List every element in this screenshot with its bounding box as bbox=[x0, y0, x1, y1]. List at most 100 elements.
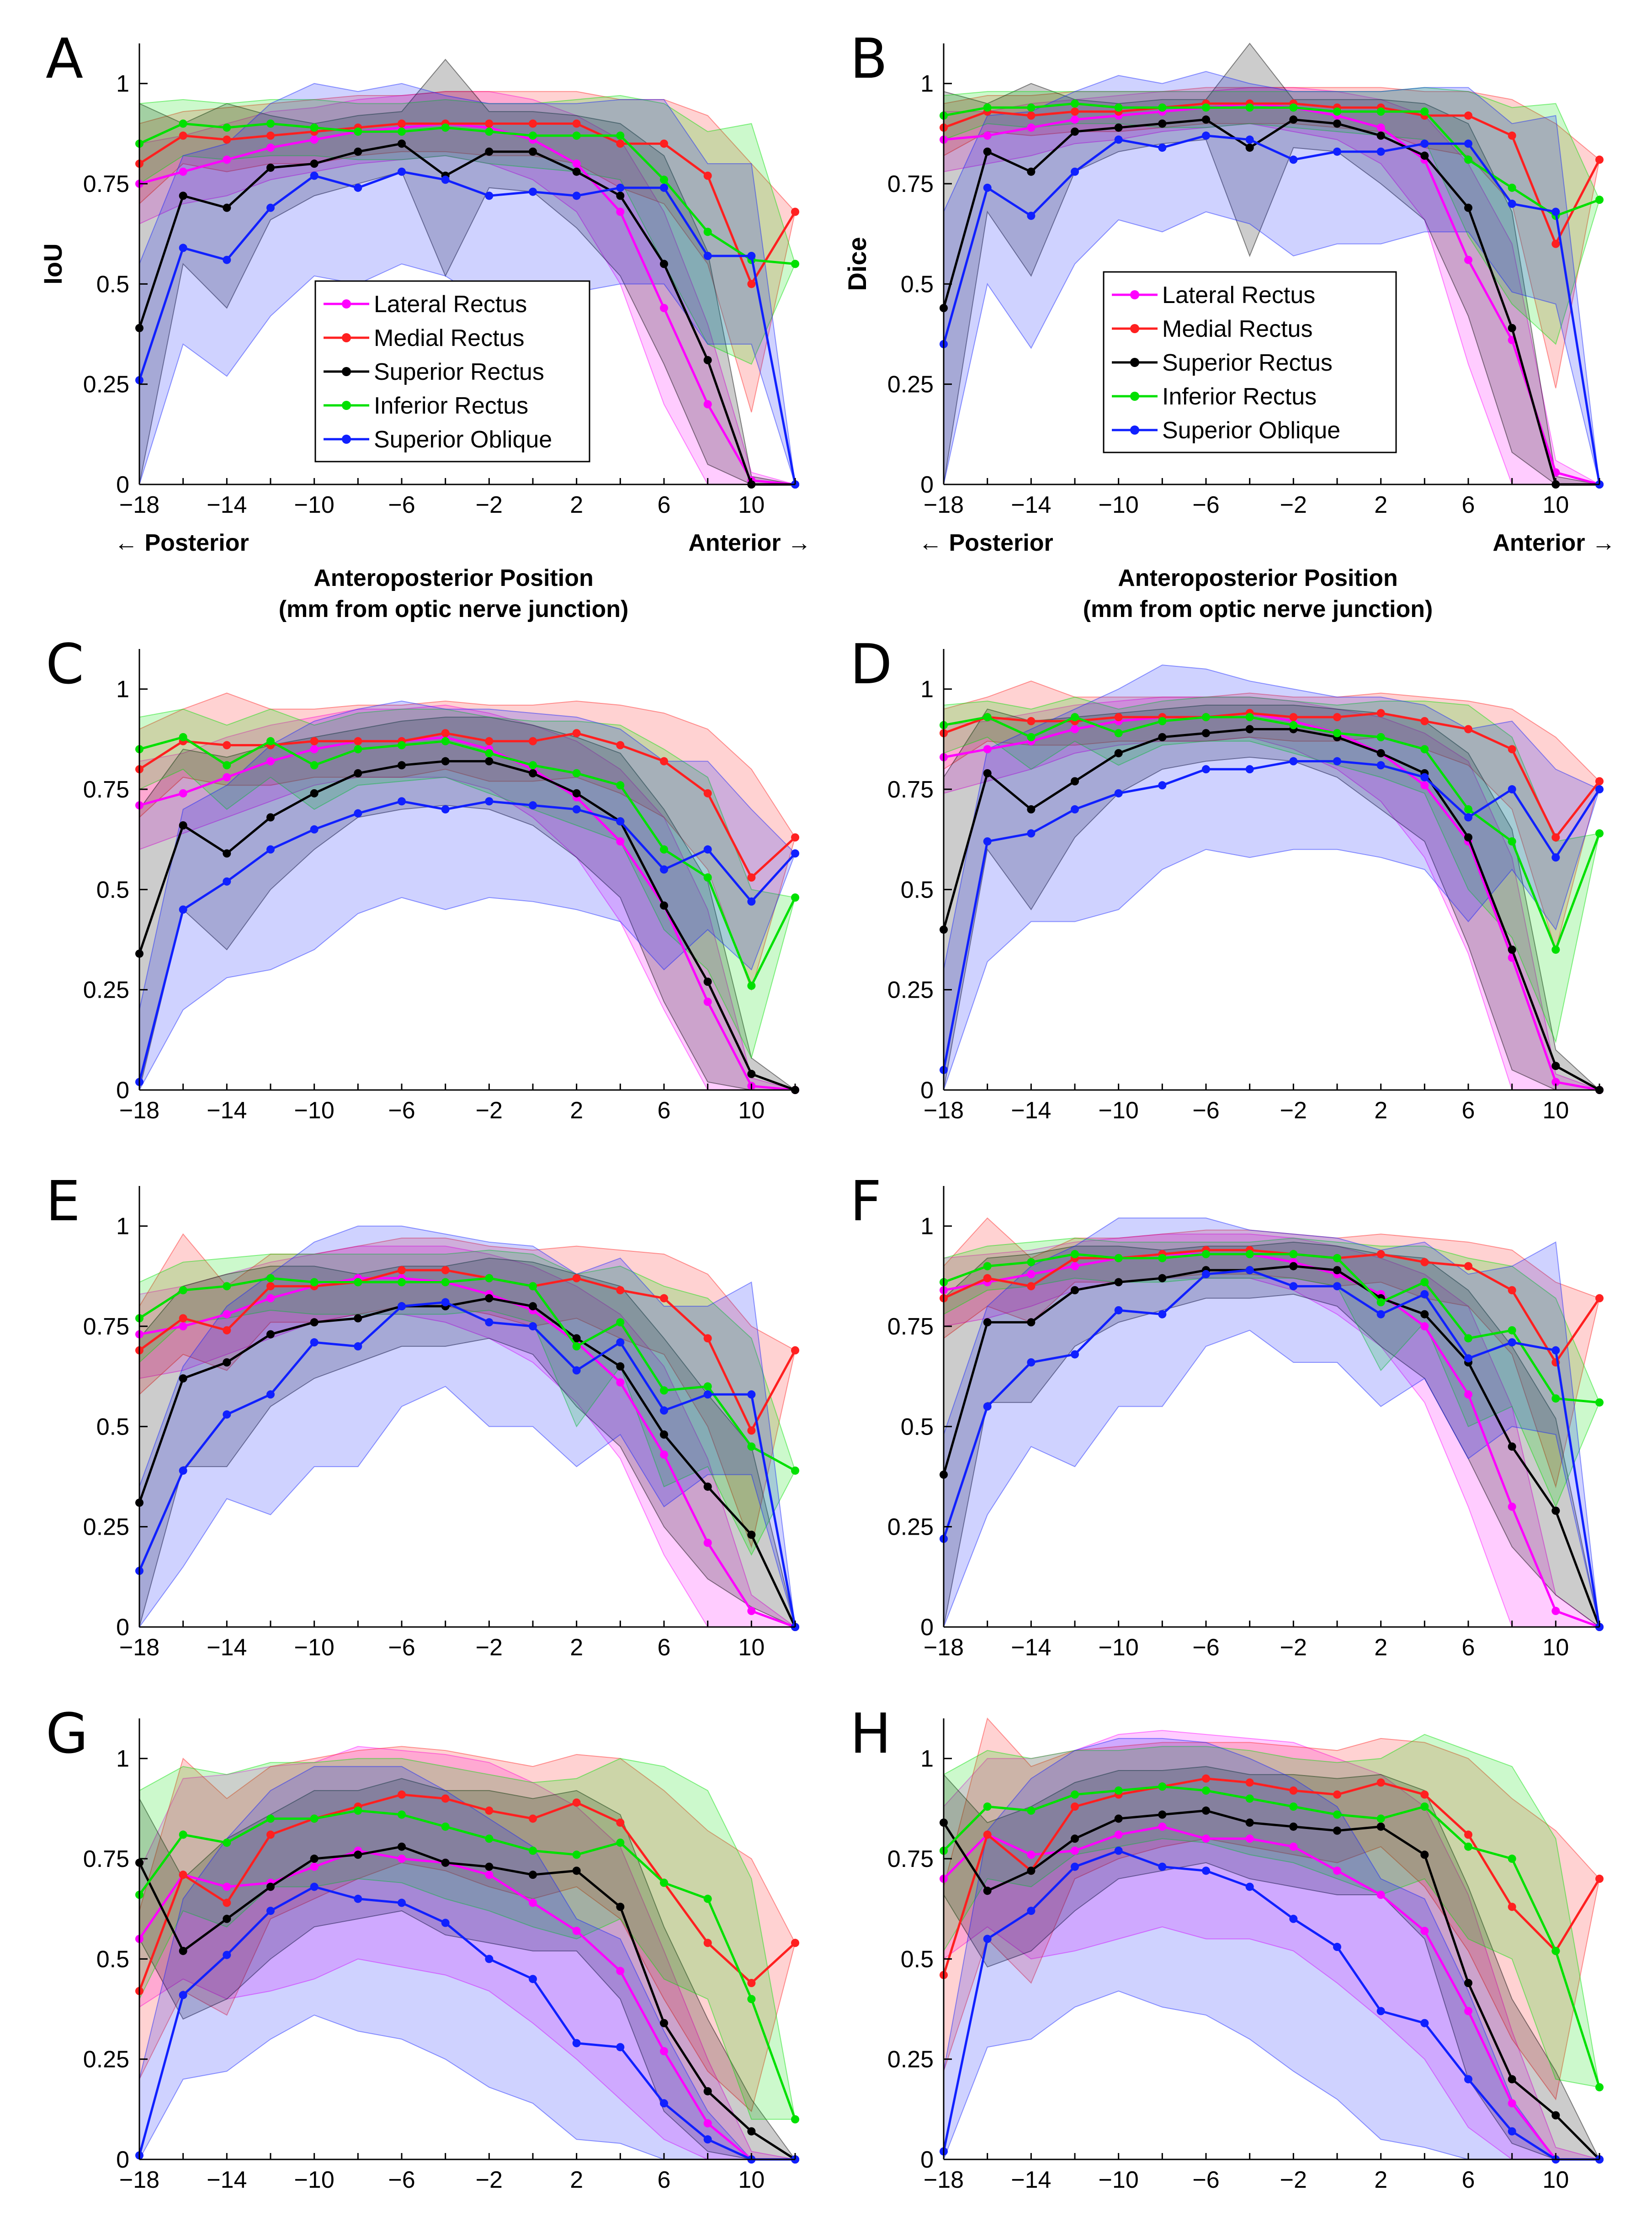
panel-h-series-superior-oblique-point-2 bbox=[1027, 1907, 1036, 1915]
panel-c-series-superior-rectus-point-14 bbox=[747, 1069, 756, 1078]
panel-c-series-medial-rectus-point-7 bbox=[441, 729, 450, 738]
panel-g-series-superior-rectus-point-12 bbox=[660, 2019, 668, 2027]
panel-b-series-medial-rectus-point-12 bbox=[1464, 111, 1472, 120]
panel-f-letter: F bbox=[850, 1170, 882, 1233]
panel-c-series-medial-rectus-point-13 bbox=[703, 789, 712, 798]
panel-h-series-superior-oblique-point-4 bbox=[1114, 1846, 1123, 1855]
panel-b-legend-label-superior-oblique: Superior Oblique bbox=[1162, 417, 1340, 444]
panel-f-series-inferior-rectus-point-5 bbox=[1158, 1254, 1167, 1262]
panel-b-series-medial-rectus-point-15 bbox=[1595, 155, 1604, 164]
panel-g-xtick-label: −6 bbox=[388, 2167, 415, 2193]
panel-a-series-superior-oblique-line bbox=[138, 170, 797, 485]
panel-b-xtick-label: −14 bbox=[1011, 492, 1051, 518]
panel-g-series-lateral-rectus-point-11 bbox=[616, 1967, 625, 1975]
panel-a-band-inferior-rectus bbox=[139, 95, 796, 365]
panel-d-series-superior-rectus-point-6 bbox=[1202, 729, 1210, 738]
panel-h-series-lateral-rectus-point-7 bbox=[1245, 1834, 1254, 1843]
panel-g-series-lateral-rectus-point-4 bbox=[310, 1862, 319, 1871]
panel-f-xtick-label: 2 bbox=[1374, 1634, 1387, 1661]
panel-g-series-inferior-rectus-point-13 bbox=[703, 1894, 712, 1903]
panel-g-series-medial-rectus-point-13 bbox=[703, 1939, 712, 1947]
panel-c-ytick-label: 0.75 bbox=[83, 776, 129, 803]
panel-c-series-superior-rectus-point-4 bbox=[310, 789, 319, 798]
panel-h-series-superior-rectus-point-12 bbox=[1464, 1979, 1472, 1987]
panel-b-series-superior-oblique-point-11 bbox=[1420, 139, 1429, 148]
panel-h-series-superior-rectus-line bbox=[942, 1809, 1600, 2160]
panel-a-series-medial-rectus-line bbox=[138, 122, 797, 287]
panel-e-xtick-label: 10 bbox=[738, 1634, 765, 1661]
panel-d-series-inferior-rectus-point-6 bbox=[1202, 713, 1210, 722]
panel-b-xtick-label: 10 bbox=[1542, 492, 1569, 518]
panel-c-series-inferior-rectus-point-1 bbox=[179, 733, 187, 741]
panel-a-series-inferior-rectus-point-3 bbox=[266, 119, 275, 128]
panel-a-series-inferior-rectus-point-11 bbox=[616, 131, 625, 140]
panel-b-series-superior-rectus-line bbox=[942, 118, 1599, 486]
panel-a-series-superior-rectus-point-2 bbox=[223, 203, 231, 212]
panel-h-series-superior-rectus-point-2 bbox=[1027, 1866, 1036, 1875]
panel-f-series-medial-rectus-line bbox=[943, 1249, 1601, 1365]
panel-h-series-superior-rectus-point-8 bbox=[1289, 1822, 1298, 1831]
panel-c-letter: C bbox=[46, 633, 84, 696]
panel-f-series-superior-rectus-point-11 bbox=[1420, 1310, 1429, 1319]
panel-f-xtick-label: 6 bbox=[1462, 1634, 1475, 1661]
panel-f-series-superior-oblique-point-3 bbox=[1071, 1350, 1079, 1359]
panel-d-ytick-label: 0 bbox=[920, 1077, 934, 1104]
panel-g-series-medial-rectus-point-3 bbox=[266, 1830, 275, 1839]
panel-e-series-inferior-rectus-point-10 bbox=[572, 1342, 581, 1350]
panel-g-series-superior-rectus-point-2 bbox=[223, 1914, 231, 1923]
panel-f-series-medial-rectus-point-2 bbox=[1027, 1282, 1036, 1291]
panel-b-xtick-label: −2 bbox=[1280, 492, 1307, 518]
panel-d-series-medial-rectus-point-12 bbox=[1464, 725, 1472, 734]
panel-d-series-superior-oblique-line bbox=[942, 760, 1601, 1070]
panel-a-series-inferior-rectus-point-2 bbox=[223, 123, 231, 132]
panel-f-series-inferior-rectus-point-9 bbox=[1333, 1254, 1341, 1262]
panel-g-series-inferior-rectus-point-6 bbox=[398, 1810, 406, 1819]
panel-h-series-inferior-rectus-point-2 bbox=[1027, 1806, 1036, 1815]
panel-g-series-inferior-rectus-line bbox=[138, 1809, 797, 2120]
panel-b-series-inferior-rectus-point-6 bbox=[1202, 103, 1210, 112]
panel-f-ytick-label: 0.75 bbox=[887, 1313, 934, 1340]
panel-f-series-inferior-rectus-point-6 bbox=[1202, 1250, 1210, 1259]
panel-h-series-lateral-rectus-point-11 bbox=[1420, 1926, 1429, 1935]
panel-b-xtick-label: 2 bbox=[1374, 492, 1387, 518]
panel-f-series-inferior-rectus-point-13 bbox=[1508, 1326, 1516, 1334]
panel-g-series-medial-rectus-line bbox=[138, 1793, 796, 1992]
panel-g-xtick-label: 6 bbox=[658, 2167, 671, 2193]
panel-f-band-superior-rectus bbox=[943, 1241, 1600, 1628]
panel-b-series-inferior-rectus-point-9 bbox=[1333, 107, 1341, 116]
panel-g-series-inferior-rectus-point-10 bbox=[572, 1850, 581, 1859]
panel-h-series-lateral-rectus-point-10 bbox=[1376, 1891, 1385, 1899]
panel-b-series-inferior-rectus-point-8 bbox=[1289, 103, 1298, 112]
panel-h-series-superior-oblique-point-6 bbox=[1202, 1866, 1210, 1875]
panel-b-series-superior-oblique-point-14 bbox=[1551, 207, 1560, 216]
panel-g-series-superior-oblique-point-6 bbox=[398, 1898, 406, 1907]
panel-d-series-inferior-rectus-point-4 bbox=[1114, 729, 1123, 738]
panel-d-series-inferior-rectus-point-10 bbox=[1376, 733, 1385, 741]
panel-c-series-lateral-rectus-point-13 bbox=[703, 998, 712, 1006]
panel-f-series-superior-oblique-point-12 bbox=[1464, 1354, 1472, 1363]
panel-g-series-lateral-rectus-line bbox=[138, 1849, 795, 2161]
panel-g-series-inferior-rectus-point-8 bbox=[485, 1834, 494, 1843]
panel-h-series-superior-oblique-point-7 bbox=[1245, 1882, 1254, 1891]
panel-f-xtick-label: −18 bbox=[924, 1634, 964, 1661]
panel-f-series-superior-oblique-point-11 bbox=[1420, 1290, 1429, 1298]
panel-h-series-medial-rectus-point-12 bbox=[1464, 1830, 1472, 1839]
panel-f-xtick-label: 10 bbox=[1542, 1634, 1569, 1661]
panel-c-series-superior-rectus-point-6 bbox=[398, 761, 406, 770]
panel-g-series-inferior-rectus-point-4 bbox=[310, 1814, 319, 1823]
panel-d-series-superior-oblique-point-12 bbox=[1464, 813, 1472, 822]
panel-c-series-lateral-rectus-point-4 bbox=[310, 745, 319, 754]
panel-h-series-medial-rectus-point-1 bbox=[983, 1830, 992, 1839]
panel-d-xtick-label: −10 bbox=[1099, 1097, 1139, 1124]
panel-b-series-superior-rectus-point-12 bbox=[1464, 203, 1472, 212]
panel-f-series-superior-oblique-point-2 bbox=[1027, 1358, 1036, 1366]
panel-h-xtick-label: 6 bbox=[1462, 2167, 1475, 2193]
panel-g-xtick-label: −14 bbox=[207, 2167, 247, 2193]
panel-c-series-superior-rectus-point-2 bbox=[223, 849, 231, 858]
panel-a-series-superior-oblique-point-11 bbox=[616, 183, 625, 192]
panel-h-series-superior-rectus-point-13 bbox=[1508, 2075, 1516, 2084]
panel-c-series-superior-oblique-line bbox=[138, 800, 796, 1083]
panel-g-series-superior-rectus-point-11 bbox=[616, 1903, 625, 1911]
panel-b-series-superior-oblique-point-8 bbox=[1289, 155, 1298, 164]
panel-h-series-inferior-rectus-point-7 bbox=[1245, 1794, 1254, 1803]
